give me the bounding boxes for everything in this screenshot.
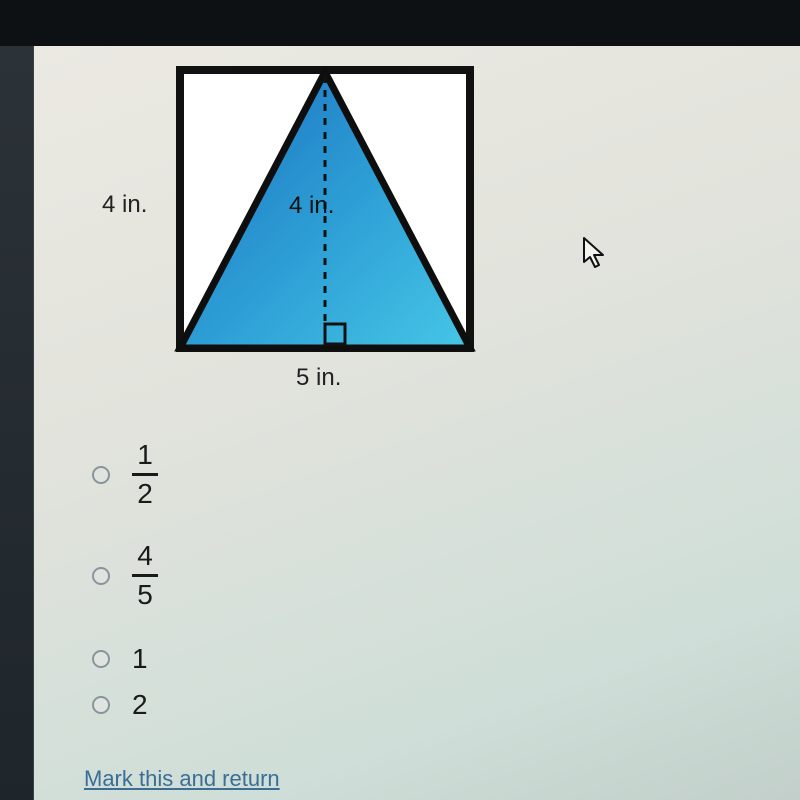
- answer-options: 1 2 4 5 1 2: [92, 441, 392, 735]
- fraction-bar: [132, 473, 158, 476]
- fraction-denominator: 5: [137, 579, 153, 609]
- diagram: 4 in. 4 in. 5 in.: [104, 66, 524, 396]
- option-value: 2: [132, 689, 148, 721]
- geometry-figure: 4 in. 4 in. 5 in.: [104, 66, 524, 396]
- fraction-bar: [132, 574, 158, 577]
- option-2[interactable]: 4 5: [92, 542, 392, 609]
- option-4[interactable]: 2: [92, 689, 392, 721]
- fraction-numerator: 4: [137, 542, 153, 572]
- option-1[interactable]: 1 2: [92, 441, 392, 508]
- screen: 4 in. 4 in. 5 in. 1 2 4 5: [0, 0, 800, 800]
- option-value: 1: [132, 643, 148, 675]
- fraction: 1 2: [132, 441, 158, 508]
- option-3[interactable]: 1: [92, 643, 392, 675]
- cursor-icon: [582, 236, 608, 270]
- radio-icon[interactable]: [92, 696, 110, 714]
- radio-icon[interactable]: [92, 466, 110, 484]
- label-triangle-height: 4 in.: [289, 192, 334, 220]
- window-topbar: [0, 0, 800, 46]
- diagram-svg: [104, 66, 524, 396]
- radio-icon[interactable]: [92, 650, 110, 668]
- fraction-denominator: 2: [137, 478, 153, 508]
- mark-and-return-link[interactable]: Mark this and return: [84, 766, 280, 792]
- fraction-numerator: 1: [137, 441, 153, 471]
- label-rect-base: 5 in.: [296, 364, 341, 392]
- fraction: 4 5: [132, 542, 158, 609]
- question-panel: 4 in. 4 in. 5 in. 1 2 4 5: [34, 46, 800, 800]
- radio-icon[interactable]: [92, 567, 110, 585]
- label-rect-height: 4 in.: [102, 191, 147, 219]
- sidebar-strip: [0, 46, 34, 800]
